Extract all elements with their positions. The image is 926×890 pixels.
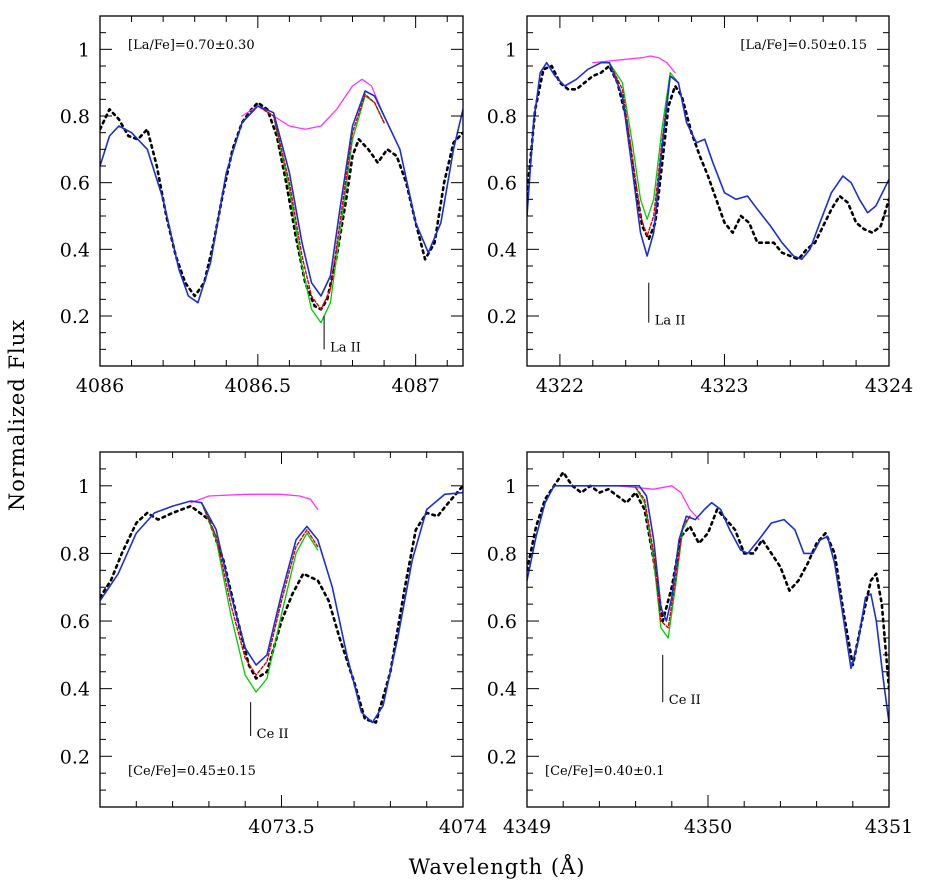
series-observed-line bbox=[527, 64, 889, 261]
x-tick-label: 4086 bbox=[76, 375, 124, 397]
series-upper-line bbox=[241, 95, 385, 324]
abundance-label: [Ce/Fe]=0.45±0.15 bbox=[128, 764, 256, 779]
x-tick-label: 4074 bbox=[439, 816, 487, 838]
x-tick-label: 4351 bbox=[865, 816, 913, 838]
y-tick-label: 0.2 bbox=[60, 746, 90, 768]
series-best-line bbox=[241, 93, 385, 310]
line-marker-label: La II bbox=[330, 340, 361, 355]
y-tick-label: 0.2 bbox=[60, 306, 90, 328]
series-no-element-line bbox=[592, 55, 676, 74]
y-tick-label: 0.6 bbox=[60, 173, 90, 195]
y-tick-label: 0.4 bbox=[487, 239, 517, 261]
x-tick-label: 4087 bbox=[391, 375, 439, 397]
y-tick-label: 0.8 bbox=[60, 106, 90, 128]
abundance-label: [La/Fe]=0.70±0.30 bbox=[128, 38, 255, 53]
series-best-line bbox=[200, 502, 319, 676]
panel-top-right: 0.2 0.4 0.6 0.8 1 4322 4323 4324 [La/Fe]=0.50±0.… bbox=[487, 15, 913, 397]
x-tick-label: 4073.5 bbox=[248, 816, 314, 838]
panels: 0.2 0.4 0.6 0.8 1 4086 4086.5 4087 [La/Fe]=0.70±… bbox=[60, 15, 913, 838]
y-axis-title: Normalized Flux bbox=[5, 319, 29, 511]
x-tick-label: 4086.5 bbox=[225, 375, 291, 397]
panel-bottom-left: 0.2 0.4 0.6 0.8 1 4073.5 4074 [Ce/Fe]=0.45±0.15… bbox=[60, 451, 487, 838]
y-tick-label: 0.6 bbox=[487, 611, 517, 633]
x-tick-label: 4349 bbox=[503, 816, 551, 838]
series-observed-line bbox=[527, 471, 889, 690]
line-marker-label: Ce II bbox=[257, 727, 289, 742]
y-tick-label: 1 bbox=[78, 476, 90, 498]
x-tick-label: 4322 bbox=[536, 375, 584, 397]
series-upper-line bbox=[608, 62, 680, 220]
y-tick-label: 1 bbox=[505, 39, 517, 61]
series-lower-line bbox=[100, 491, 463, 724]
plot-frame bbox=[99, 451, 464, 808]
x-tick-label: 4324 bbox=[865, 375, 913, 397]
series-lower-line bbox=[527, 61, 889, 261]
series-best-line bbox=[634, 486, 691, 629]
series-group bbox=[100, 78, 463, 324]
abundance-label: [Ce/Fe]=0.40±0.1 bbox=[545, 764, 665, 779]
y-tick-label: 0.4 bbox=[487, 679, 517, 701]
y-tick-label: 0.2 bbox=[487, 746, 517, 768]
series-observed-line bbox=[100, 101, 463, 311]
y-tick-label: 0.4 bbox=[60, 239, 90, 261]
series-group bbox=[100, 484, 463, 724]
x-axis-title: Wavelength (Å) bbox=[409, 854, 586, 879]
panel-bottom-right: 0.2 0.4 0.6 0.8 1 4349 4350 4351 [Ce/Fe]=0.40±0.… bbox=[487, 451, 913, 838]
y-tick-label: 0.6 bbox=[487, 173, 517, 195]
series-lower-line bbox=[527, 485, 889, 724]
series-upper-line bbox=[200, 502, 319, 693]
y-tick-label: 0.6 bbox=[60, 611, 90, 633]
plot-frame bbox=[526, 15, 890, 367]
plot-frame bbox=[99, 15, 464, 367]
line-marker-label: La II bbox=[655, 314, 686, 329]
panel-top-left: 0.2 0.4 0.6 0.8 1 4086 4086.5 4087 [La/Fe]=0.70±… bbox=[60, 15, 464, 397]
series-no-element-line bbox=[190, 493, 319, 511]
series-lower-line bbox=[100, 90, 463, 304]
y-tick-label: 0.8 bbox=[487, 543, 517, 565]
series-observed-line bbox=[100, 484, 463, 724]
series-group bbox=[527, 55, 889, 261]
y-tick-label: 0.2 bbox=[487, 306, 517, 328]
x-tick-label: 4323 bbox=[700, 375, 748, 397]
line-marker-label: Ce II bbox=[669, 693, 701, 708]
y-tick-label: 1 bbox=[505, 476, 517, 498]
y-tick-label: 1 bbox=[78, 39, 90, 61]
series-group bbox=[527, 471, 889, 724]
y-tick-label: 0.4 bbox=[60, 679, 90, 701]
series-no-element-line bbox=[616, 485, 700, 521]
abundance-label: [La/Fe]=0.50±0.15 bbox=[740, 38, 867, 53]
y-tick-label: 0.8 bbox=[487, 106, 517, 128]
y-tick-label: 0.8 bbox=[60, 543, 90, 565]
x-tick-label: 4350 bbox=[684, 816, 732, 838]
